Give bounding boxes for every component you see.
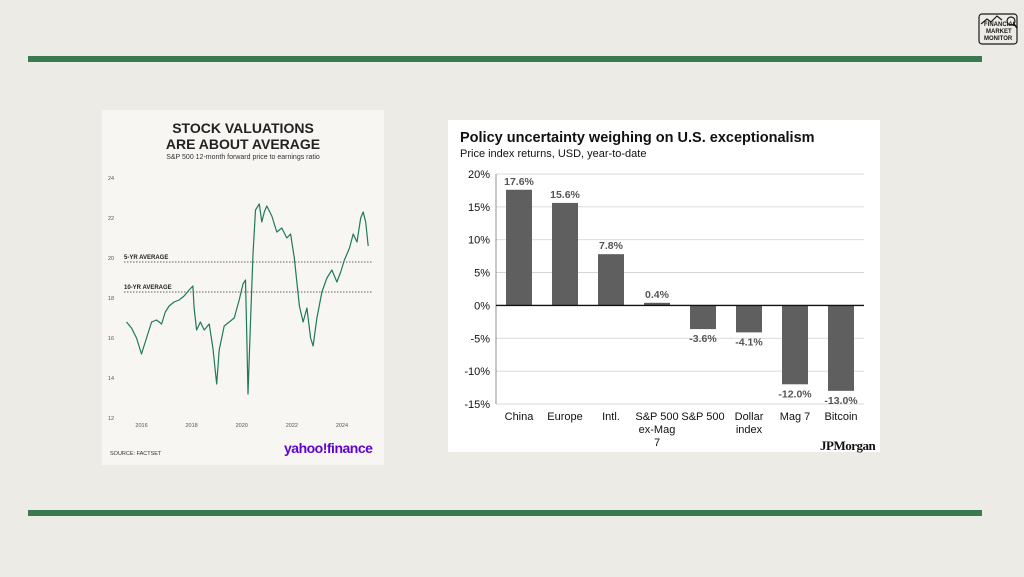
pe-chart-source: SOURCE: FACTSET: [110, 451, 162, 457]
returns-category-label: Mag 7: [780, 411, 811, 423]
pe-x-tick-label: 2020: [236, 423, 248, 429]
top-divider: [28, 56, 982, 62]
returns-data-label: -13.0%: [824, 395, 858, 407]
returns-bar: [506, 189, 532, 306]
pe-y-tick-label: 12: [108, 416, 114, 422]
pe-reference-label: 5-YR AVERAGE: [124, 255, 168, 261]
returns-bar: [736, 305, 762, 333]
returns-bar-chart-card: Policy uncertainty weighing on U.S. exce…: [448, 120, 880, 453]
pe-ratio-series-line: [126, 203, 369, 395]
pe-y-tick-label: 18: [108, 296, 114, 302]
returns-bar: [552, 202, 578, 306]
returns-category-label: index: [736, 424, 763, 436]
returns-bar: [690, 305, 716, 330]
returns-bar: [782, 305, 808, 385]
returns-data-label: -12.0%: [778, 388, 812, 400]
returns-y-tick-label: 20%: [468, 169, 490, 181]
returns-y-tick-label: 10%: [468, 235, 490, 247]
yahoo-finance-logo: yahoo!finance: [284, 440, 373, 456]
returns-bar-chart: 20% 15% 10% 5% 0% -5% -10% -15% 17.6% China 15.6% E…: [464, 169, 864, 449]
pe-x-tick-label: 2022: [286, 423, 298, 429]
returns-y-tick-label: -10%: [464, 366, 490, 378]
jpmorgan-logo: JPMorgan: [820, 438, 876, 453]
returns-data-label: 7.8%: [599, 240, 624, 252]
pe-x-tick-label: 2018: [186, 423, 198, 429]
returns-category-label: Dollar: [735, 411, 764, 423]
returns-category-label: China: [505, 411, 535, 423]
returns-data-label: -4.1%: [735, 336, 763, 348]
pe-x-tick-label: 2024: [336, 423, 348, 429]
logo-word-1: FINANCIAL: [984, 22, 1017, 28]
returns-chart-title: Policy uncertainty weighing on U.S. exce…: [460, 130, 815, 146]
logo-word-3: MONITOR: [984, 36, 1013, 42]
pe-y-tick-label: 24: [108, 176, 114, 182]
returns-category-label: S&P 500: [681, 411, 724, 423]
returns-category-label: 7: [654, 437, 660, 449]
returns-category-label: Intl.: [602, 411, 620, 423]
pe-y-tick-label: 22: [108, 216, 114, 222]
returns-data-label: 17.6%: [504, 176, 534, 188]
returns-data-label: 0.4%: [645, 289, 670, 301]
pe-chart-title-line2: ARE ABOUT AVERAGE: [165, 136, 321, 152]
returns-category-label: S&P 500: [635, 411, 678, 423]
bottom-divider: [28, 510, 982, 516]
pe-x-tick-label: 2016: [135, 423, 147, 429]
financial-market-monitor-logo: FINANCIAL MARKET MONITOR: [978, 13, 1018, 45]
pe-y-tick-label: 20: [108, 256, 114, 262]
returns-y-tick-label: -5%: [470, 333, 490, 345]
pe-ratio-chart-card: STOCK VALUATIONS ARE ABOUT AVERAGE S&P 5…: [102, 110, 384, 465]
returns-y-tick-label: 0%: [474, 300, 490, 312]
pe-y-tick-label: 16: [108, 336, 114, 342]
pe-y-tick-label: 14: [108, 376, 114, 382]
returns-y-tick-label: 15%: [468, 202, 490, 214]
pe-chart-title-line1: STOCK VALUATIONS: [172, 120, 314, 136]
returns-bar: [828, 305, 854, 391]
returns-bar: [598, 254, 624, 306]
logo-word-2: MARKET: [986, 29, 1012, 35]
returns-y-tick-label: -15%: [464, 399, 490, 411]
returns-bar: [644, 302, 670, 306]
returns-data-label: -3.6%: [689, 333, 717, 345]
returns-chart-subtitle: Price index returns, USD, year-to-date: [460, 148, 647, 160]
returns-category-label: ex-Mag: [639, 424, 676, 436]
returns-data-label: 15.6%: [550, 189, 580, 201]
pe-chart-subtitle: S&P 500 12-month forward price to earnin…: [166, 154, 320, 161]
returns-y-tick-label: 5%: [474, 268, 490, 280]
returns-category-label: Bitcoin: [824, 411, 857, 423]
pe-reference-label: 10-YR AVERAGE: [124, 285, 172, 291]
returns-category-label: Europe: [547, 411, 582, 423]
